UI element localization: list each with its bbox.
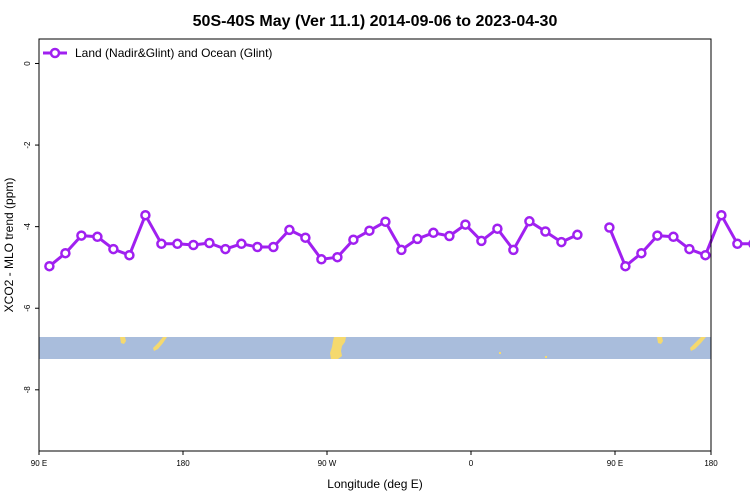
data-point bbox=[236, 238, 247, 250]
data-point bbox=[284, 224, 295, 236]
x-axis-label: Longitude (deg E) bbox=[327, 477, 422, 491]
data-point bbox=[124, 249, 135, 261]
data-point bbox=[60, 247, 71, 259]
data-point bbox=[668, 231, 679, 243]
data-point bbox=[268, 241, 279, 253]
series-layer bbox=[44, 209, 750, 272]
axes: 90 E 180 90 W 0 90 E 180 0 -2 -4 -6 -8 bbox=[23, 61, 718, 468]
data-point bbox=[156, 238, 167, 250]
x-tick-label: 180 bbox=[704, 459, 718, 468]
legend: Land (Nadir&Glint) and Ocean (Glint) bbox=[43, 46, 272, 60]
data-point bbox=[364, 225, 375, 236]
land-islet-1 bbox=[499, 352, 501, 354]
data-point bbox=[604, 222, 615, 233]
chart-title: 50S-40S May (Ver 11.1) 2014-09-06 to 202… bbox=[193, 13, 558, 30]
data-point bbox=[732, 238, 743, 250]
data-point bbox=[700, 249, 711, 261]
data-point bbox=[380, 216, 391, 227]
data-point bbox=[92, 231, 103, 243]
data-point bbox=[460, 219, 471, 230]
y-tick-label: -8 bbox=[23, 386, 32, 394]
y-axis-label: XCO2 - MLO trend (ppm) bbox=[2, 178, 16, 313]
data-point bbox=[636, 247, 647, 259]
ocean-band bbox=[39, 337, 711, 359]
data-point bbox=[476, 235, 487, 247]
land-islet-2 bbox=[545, 356, 547, 358]
data-point bbox=[188, 239, 199, 251]
land-tasmania-1 bbox=[120, 337, 126, 344]
map-band bbox=[39, 337, 711, 359]
data-point bbox=[252, 241, 263, 253]
data-point bbox=[204, 237, 215, 249]
x-tick-label: 90 E bbox=[31, 459, 47, 468]
data-point bbox=[172, 238, 183, 250]
data-point bbox=[76, 230, 87, 241]
data-point bbox=[348, 234, 359, 245]
data-point bbox=[540, 226, 551, 237]
data-point bbox=[572, 229, 583, 241]
land-masses bbox=[120, 337, 706, 359]
data-point bbox=[140, 209, 151, 221]
data-point bbox=[684, 243, 695, 255]
legend-label: Land (Nadir&Glint) and Ocean (Glint) bbox=[75, 46, 272, 60]
land-new-zealand-1 bbox=[153, 337, 167, 351]
data-point bbox=[716, 209, 727, 221]
land-new-zealand-2 bbox=[690, 337, 706, 351]
legend-marker bbox=[49, 47, 61, 59]
y-tick-label: -6 bbox=[23, 304, 32, 312]
data-point bbox=[316, 254, 327, 265]
data-point bbox=[508, 244, 519, 256]
y-tick-label: -2 bbox=[23, 141, 32, 149]
land-south-america bbox=[330, 337, 346, 359]
x-tick-label: 90 E bbox=[607, 459, 623, 468]
data-point bbox=[44, 260, 55, 272]
data-point bbox=[108, 243, 119, 255]
data-point bbox=[620, 260, 631, 272]
x-tick-label: 180 bbox=[176, 459, 190, 468]
data-point bbox=[396, 244, 407, 256]
data-point bbox=[220, 243, 231, 255]
data-point bbox=[652, 230, 663, 241]
data-point bbox=[444, 230, 455, 242]
data-point bbox=[300, 232, 311, 243]
plot-frame bbox=[38, 38, 712, 452]
data-point bbox=[556, 236, 567, 248]
series-line bbox=[608, 213, 750, 268]
data-point bbox=[428, 227, 439, 239]
x-tick-label: 0 bbox=[469, 459, 474, 468]
series-line bbox=[48, 213, 579, 268]
data-point bbox=[492, 223, 503, 234]
land-tasmania-2 bbox=[657, 337, 663, 344]
x-tick-label: 90 W bbox=[318, 459, 337, 468]
y-tick-label: 0 bbox=[23, 61, 32, 66]
data-point bbox=[412, 233, 423, 245]
data-point bbox=[524, 216, 535, 227]
data-point bbox=[332, 251, 343, 263]
y-tick-label: -4 bbox=[23, 223, 32, 231]
